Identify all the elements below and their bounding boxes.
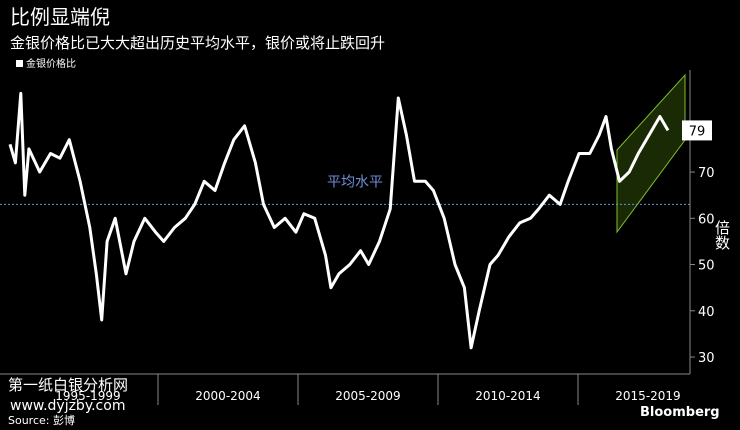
y-tick-label: 50 [698, 259, 715, 274]
chart-title: 比例显端倪 [10, 5, 110, 29]
x-tick-label: 2005-2009 [335, 389, 400, 403]
x-tick-label: 1995-1999 [55, 389, 120, 403]
y-tick-label: 70 [698, 166, 715, 181]
watermark: 第一纸白银分析网 [8, 376, 128, 394]
legend-label: 金银价格比 [26, 57, 76, 70]
y-tick-label: 60 [698, 212, 715, 227]
x-tick-label: 2000-2004 [195, 389, 260, 403]
y-tick-label: 40 [698, 305, 715, 320]
legend-swatch [16, 60, 23, 67]
y-tick-label: 30 [698, 351, 715, 366]
watermark: www.dyjzby.com [10, 398, 125, 414]
x-tick-label: 2010-2014 [475, 389, 540, 403]
x-tick-label: 2015-2019 [615, 389, 680, 403]
last-value-label: 79 [689, 124, 706, 139]
y-axis-label: 倍数 [713, 220, 731, 250]
chart-subtitle: 金银价格比已大大超出历史平均水平，银价或将止跌回升 [10, 34, 385, 52]
series-line [8, 91, 670, 350]
source: Source: 彭博 [8, 413, 75, 427]
reference-label: 平均水平 [327, 174, 383, 190]
trend-channel [616, 73, 686, 234]
brand: Bloomberg [640, 405, 720, 420]
last-value-box [682, 120, 712, 141]
